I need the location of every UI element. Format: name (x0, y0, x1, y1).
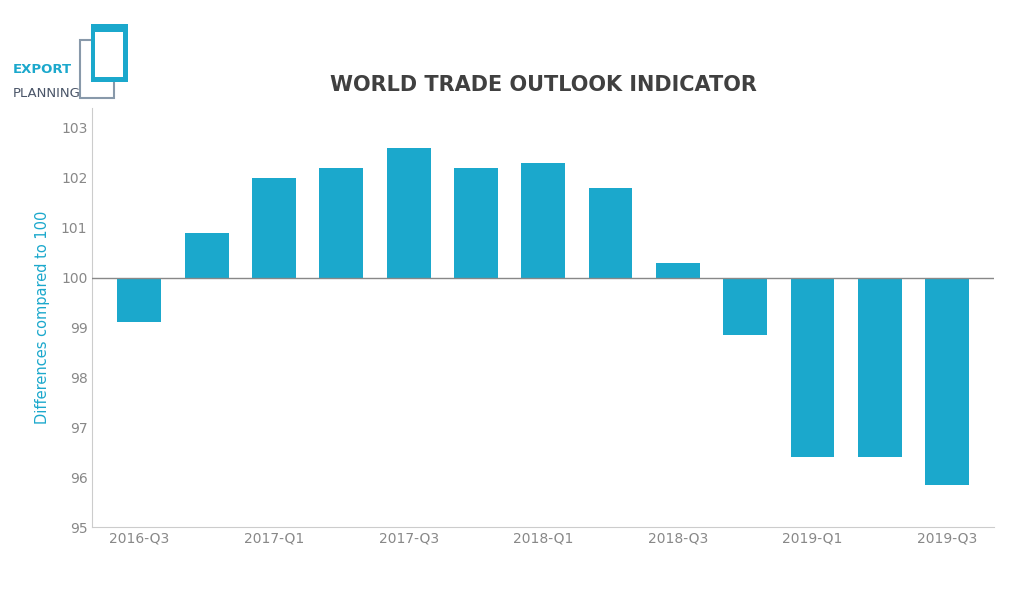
Bar (858, 277, 902, 457)
FancyBboxPatch shape (95, 32, 123, 77)
Y-axis label: Differences compared to 100: Differences compared to 100 (35, 211, 50, 424)
Text: PLANNING: PLANNING (12, 87, 80, 100)
Bar (588, 187, 632, 277)
Bar (790, 277, 834, 457)
Bar (252, 178, 296, 277)
Bar (386, 148, 430, 277)
Bar (184, 232, 229, 277)
Bar (454, 168, 498, 277)
Bar (320, 168, 363, 277)
Bar (522, 163, 565, 277)
FancyBboxPatch shape (91, 24, 128, 83)
Bar (724, 277, 767, 335)
Text: EXPORT: EXPORT (12, 63, 72, 76)
FancyBboxPatch shape (80, 40, 114, 98)
Bar (656, 262, 700, 277)
Bar (926, 277, 969, 485)
Title: WORLD TRADE OUTLOOK INDICATOR: WORLD TRADE OUTLOOK INDICATOR (330, 75, 756, 95)
Bar (118, 277, 161, 322)
